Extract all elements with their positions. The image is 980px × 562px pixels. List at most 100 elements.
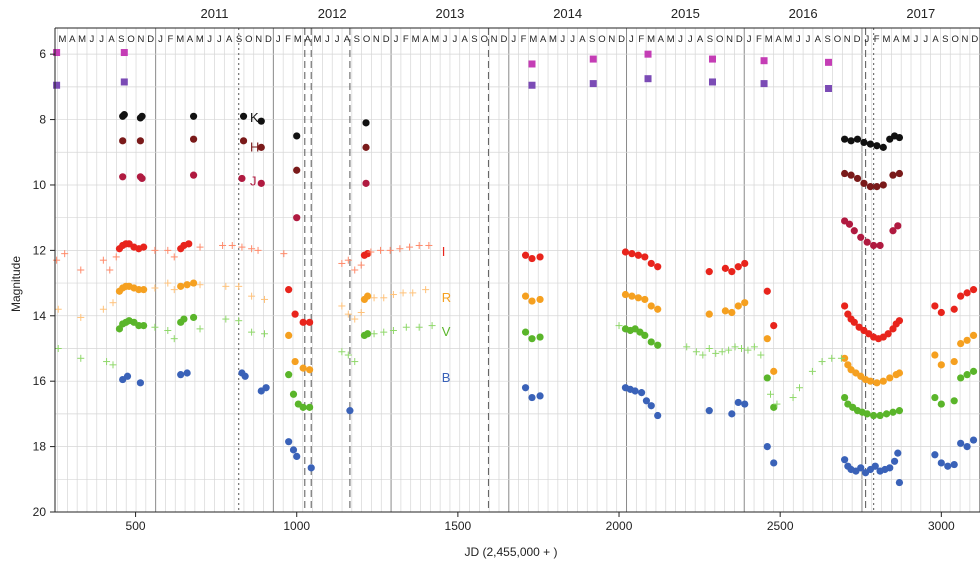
data-point <box>894 449 902 457</box>
data-point <box>873 142 881 150</box>
data-point <box>183 281 191 289</box>
data-point <box>112 253 120 261</box>
data-point <box>293 452 301 461</box>
data-point <box>151 323 159 331</box>
data-point <box>963 371 971 379</box>
month-tick-label: M <box>294 34 302 45</box>
month-tick-label: S <box>354 34 360 45</box>
series-v <box>115 313 978 420</box>
data-point <box>963 442 971 451</box>
data-point <box>931 351 939 359</box>
data-point <box>338 259 346 267</box>
band-label-k: K <box>250 110 259 125</box>
data-point <box>77 354 85 362</box>
data-point <box>257 179 265 187</box>
data-point <box>969 286 978 294</box>
month-tick-label: O <box>716 34 723 45</box>
data-point <box>860 179 868 187</box>
data-point <box>377 246 385 254</box>
month-tick-label: M <box>431 34 439 45</box>
data-point <box>621 248 630 256</box>
data-point <box>886 374 894 382</box>
data-point <box>866 183 875 191</box>
data-point <box>357 261 365 269</box>
month-tick-label: J <box>570 34 575 45</box>
data-point <box>734 398 742 407</box>
data-point <box>647 259 655 268</box>
month-tick-label: F <box>756 34 762 45</box>
month-tick-label: J <box>325 34 330 45</box>
month-tick-label: A <box>226 34 233 45</box>
y-tick-label: 10 <box>33 178 47 192</box>
data-point <box>654 411 662 420</box>
month-tick-label: A <box>540 34 547 45</box>
month-tick-label: N <box>608 34 615 45</box>
data-point <box>637 389 646 397</box>
data-point <box>853 174 862 183</box>
data-point <box>654 341 662 349</box>
data-point <box>683 343 691 351</box>
data-point <box>389 327 397 334</box>
data-point <box>196 281 204 289</box>
data-point <box>306 403 314 411</box>
data-point <box>289 446 298 454</box>
data-point <box>536 295 544 304</box>
month-tick-label: A <box>579 34 586 45</box>
data-point <box>631 387 639 395</box>
month-tick-label: D <box>736 34 743 45</box>
data-point <box>644 50 652 58</box>
data-point <box>969 367 978 375</box>
data-point <box>364 330 372 338</box>
x-axis-title: JD (2,455,000 + ) <box>464 545 557 559</box>
data-point <box>262 384 270 392</box>
data-point <box>728 268 736 276</box>
data-point <box>725 346 733 354</box>
month-tick-label: D <box>265 34 272 45</box>
data-point <box>285 331 293 340</box>
data-point <box>140 286 148 294</box>
data-point <box>285 286 293 294</box>
data-point <box>628 292 636 300</box>
month-tick-label: J <box>864 34 869 45</box>
data-point <box>641 331 649 340</box>
month-tick-label: J <box>678 34 683 45</box>
data-point <box>863 410 871 418</box>
data-point <box>151 284 159 292</box>
data-point <box>889 227 897 235</box>
month-tick-label: O <box>127 34 134 45</box>
series-h <box>119 135 904 191</box>
month-tick-label: J <box>629 34 634 45</box>
data-point <box>338 302 346 310</box>
data-point <box>721 264 729 272</box>
data-point <box>937 361 945 369</box>
data-point <box>409 289 417 297</box>
month-tick-label: F <box>638 34 644 45</box>
data-point <box>712 349 720 357</box>
data-point <box>818 358 826 366</box>
data-point <box>53 81 61 89</box>
month-tick-label: N <box>255 34 262 45</box>
month-tick-label: S <box>589 34 595 45</box>
data-point <box>841 393 849 402</box>
data-point <box>521 384 530 392</box>
data-point <box>937 308 945 317</box>
data-point <box>957 374 965 382</box>
data-point <box>344 310 352 318</box>
data-point <box>857 464 865 472</box>
month-tick-label: M <box>412 34 420 45</box>
data-point <box>931 393 939 402</box>
data-point <box>109 361 117 369</box>
data-point <box>380 294 388 302</box>
month-tick-label: A <box>893 34 900 45</box>
y-tick-label: 14 <box>33 309 47 323</box>
data-point <box>219 241 227 249</box>
data-point <box>120 111 128 119</box>
series-k <box>119 111 904 151</box>
data-point <box>239 112 248 120</box>
month-tick-label: J <box>796 34 801 45</box>
data-point <box>808 367 816 375</box>
month-tick-label: F <box>403 34 409 45</box>
data-point <box>889 408 897 416</box>
month-tick-label: M <box>549 34 557 45</box>
data-point <box>293 132 301 140</box>
